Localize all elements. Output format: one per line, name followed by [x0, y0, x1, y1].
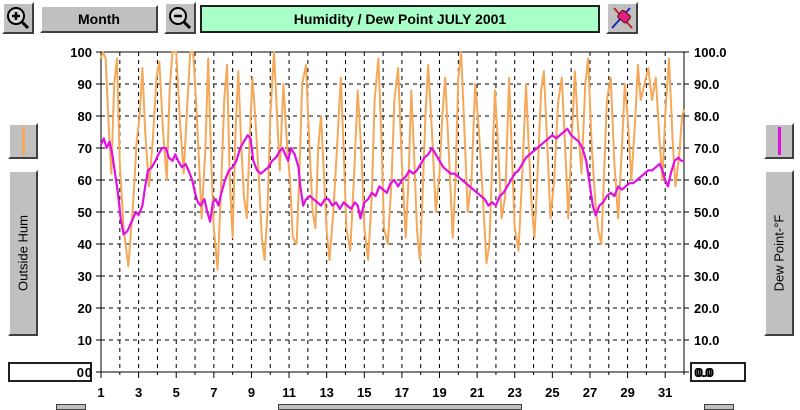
x-tick-label: 11 [282, 385, 296, 400]
edit-button[interactable] [606, 2, 638, 34]
right-tick-label: 30.0 [694, 269, 719, 284]
right-tick-label: 0.0 [694, 365, 712, 380]
right-tick-label: 80.0 [694, 109, 719, 124]
period-month-button[interactable]: Month [40, 5, 158, 33]
left-tick-label: 10 [78, 333, 92, 348]
x-tick-label: 29 [620, 385, 634, 400]
right-tick-label: 100.0 [694, 45, 727, 60]
left-tick-label: 100 [70, 45, 92, 60]
right-tick-label: 50.0 [694, 205, 719, 220]
left-tick-label: 50 [78, 205, 92, 220]
left-tick-label: 0 [85, 365, 92, 380]
x-tick-label: 17 [395, 385, 409, 400]
zoom-in-button[interactable] [2, 2, 34, 34]
left-min-value: 0 [76, 364, 84, 380]
x-tick-label: 13 [319, 385, 333, 400]
left-axis-title-button[interactable]: Outside Hum [8, 170, 38, 336]
x-tick-label: 25 [545, 385, 559, 400]
x-tick-label: 15 [357, 385, 371, 400]
dewpoint-color-button[interactable] [764, 123, 794, 159]
left-min-value-box[interactable]: 0 [8, 362, 92, 382]
right-tick-label: 20.0 [694, 301, 719, 316]
right-tick-label: 10.0 [694, 333, 719, 348]
minus-magnifier-icon [169, 7, 192, 30]
left-tick-label: 40 [78, 237, 92, 252]
x-tick-label: 9 [248, 385, 255, 400]
left-tick-label: 30 [78, 269, 92, 284]
right-tick-label: 70.0 [694, 141, 719, 156]
x-tick-label: 27 [583, 385, 597, 400]
humidity-color-swatch [21, 127, 25, 155]
left-tick-label: 90 [78, 77, 92, 92]
x-tick-label: 31 [658, 385, 672, 400]
plus-magnifier-icon [7, 7, 30, 30]
scroll-right-button[interactable] [704, 404, 734, 410]
right-min-value: 0.0 [696, 364, 715, 380]
x-tick-label: 5 [173, 385, 180, 400]
left-tick-label: 80 [78, 109, 92, 124]
scroll-thumb[interactable] [278, 404, 522, 410]
scroll-left-button[interactable] [56, 404, 86, 410]
x-tick-label: 1 [97, 385, 104, 400]
right-tick-label: 90.0 [694, 77, 719, 92]
zoom-out-button[interactable] [164, 2, 196, 34]
x-tick-label: 3 [135, 385, 142, 400]
right-tick-label: 60.0 [694, 173, 719, 188]
period-label: Month [78, 11, 120, 27]
x-tick-label: 7 [210, 385, 217, 400]
humidity-series-line [100, 51, 685, 271]
dewpoint-color-swatch [777, 127, 781, 155]
right-axis-title-button[interactable]: Dew Point-°F [764, 170, 794, 336]
left-tick-label: 70 [78, 141, 92, 156]
x-tick-label: 21 [470, 385, 484, 400]
chart-title: Humidity / Dew Point JULY 2001 [293, 11, 507, 27]
humidity-color-button[interactable] [8, 123, 38, 159]
chart-title-bar: Humidity / Dew Point JULY 2001 [200, 5, 600, 33]
x-tick-label: 23 [508, 385, 522, 400]
x-tick-label: 19 [432, 385, 446, 400]
right-min-value-box[interactable]: 0.0 [690, 362, 746, 382]
eraser-icon [611, 7, 633, 29]
dewpoint-series-line [99, 127, 684, 236]
left-tick-label: 20 [78, 301, 92, 316]
left-tick-label: 60 [78, 173, 92, 188]
right-tick-label: 40.0 [694, 237, 719, 252]
